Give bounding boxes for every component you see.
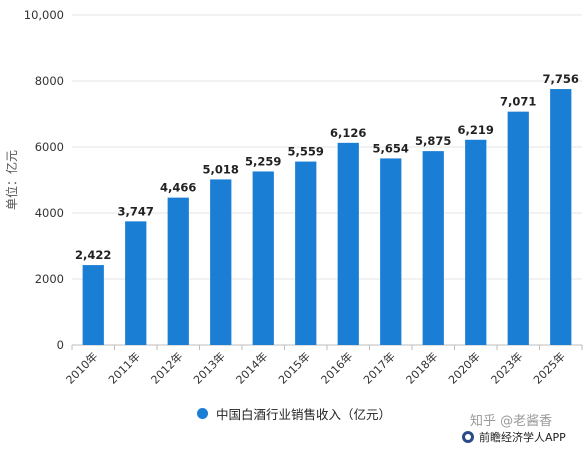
data-label: 7,071 — [500, 95, 536, 109]
x-tick-label: 2020年 — [445, 349, 482, 386]
x-tick-label: 2017年 — [360, 349, 397, 386]
bar — [337, 142, 359, 345]
bar — [380, 158, 402, 345]
data-label: 2,422 — [75, 248, 111, 262]
y-axis-label: 单位：亿元 — [4, 150, 19, 210]
y-tick-label: 8000 — [35, 74, 64, 88]
data-label: 5,018 — [203, 162, 239, 176]
y-tick-label: 6000 — [35, 140, 64, 154]
data-label: 5,259 — [245, 154, 281, 168]
x-tick-label: 2011年 — [105, 349, 142, 386]
data-label: 6,126 — [330, 126, 366, 140]
y-tick-label: 10,000 — [24, 8, 64, 22]
bar — [422, 151, 444, 345]
bar — [465, 139, 487, 345]
data-label: 5,654 — [373, 141, 409, 155]
x-tick-label: 2014年 — [233, 349, 270, 386]
y-tick-labels: 0 2000 4000 6000 8000 10,000 — [24, 8, 64, 352]
data-label: 6,219 — [458, 123, 494, 137]
bar — [125, 221, 147, 345]
bar — [167, 197, 189, 345]
bar — [507, 111, 529, 345]
y-tick-label: 0 — [57, 338, 64, 352]
x-tick-label: 2018年 — [403, 349, 440, 386]
x-tick-label: 2010年 — [63, 349, 100, 386]
app-watermark: 前瞻经济学人APP — [462, 429, 566, 445]
data-label: 3,747 — [118, 204, 154, 218]
data-label: 5,875 — [415, 134, 451, 148]
x-tick-labels: 2010年 2011年 2012年 2013年 2014年 2015年 2016年 2017年… — [63, 349, 568, 386]
y-tick-label: 4000 — [35, 206, 64, 220]
x-tick-label: 2025年 — [530, 349, 567, 386]
app-logo-icon — [462, 431, 474, 443]
zhihu-watermark: 知乎 @老酱香 — [470, 414, 553, 429]
bar — [210, 179, 232, 345]
legend-marker — [196, 408, 208, 419]
axes — [71, 344, 583, 350]
x-tick-label: 2013年 — [190, 349, 227, 386]
legend-label: 中国白酒行业销售收入（亿元） — [215, 407, 391, 422]
x-tick-label: 2015年 — [275, 349, 312, 386]
data-labels: 2,422 3,747 4,466 5,018 5,259 5,559 6,126 5,654… — [75, 72, 579, 262]
grid-lines — [72, 14, 582, 280]
app-watermark-label: 前瞻经济学人APP — [479, 431, 566, 444]
data-label: 7,756 — [543, 72, 579, 86]
legend: 中国白酒行业销售收入（亿元） — [0, 404, 588, 423]
data-label: 5,559 — [288, 145, 324, 159]
bar-series — [82, 89, 572, 345]
bar — [295, 161, 317, 345]
x-tick-label: 2012年 — [148, 349, 185, 386]
y-tick-label: 2000 — [35, 272, 64, 286]
bar — [550, 89, 572, 345]
data-label: 4,466 — [160, 181, 196, 195]
x-tick-label: 2023年 — [488, 349, 525, 386]
bar — [82, 265, 104, 345]
bar — [252, 171, 274, 345]
x-tick-label: 2016年 — [318, 349, 355, 386]
